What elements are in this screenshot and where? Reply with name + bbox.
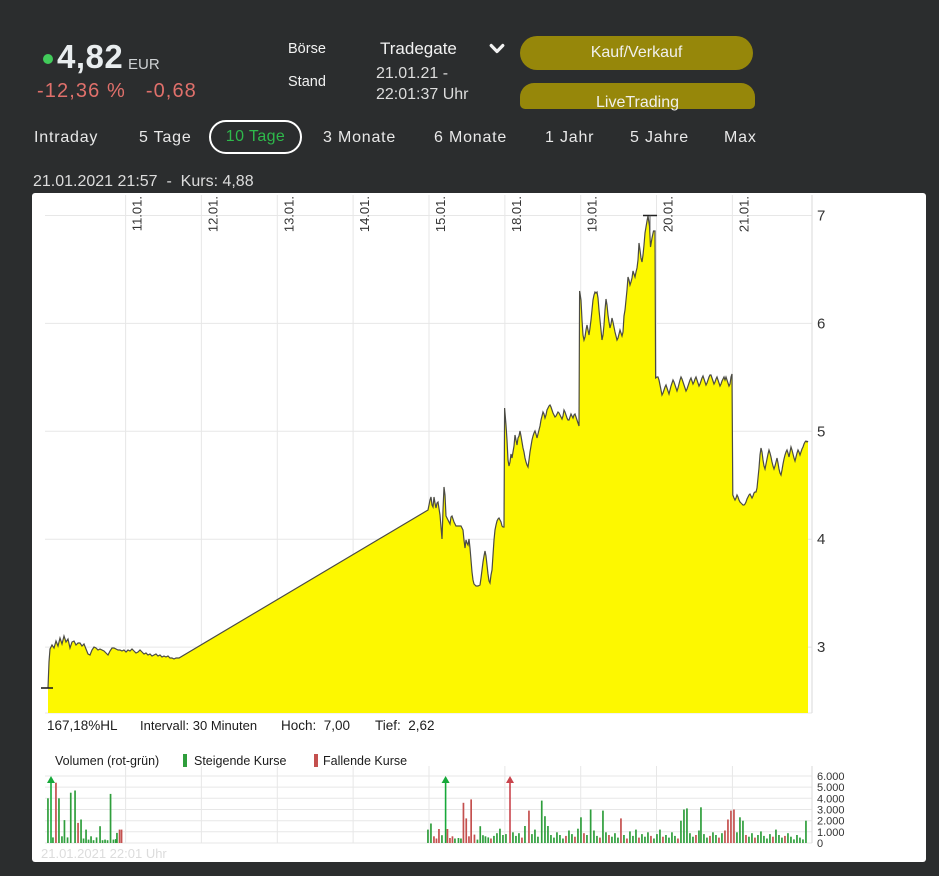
svg-text:3.000: 3.000 xyxy=(817,805,845,817)
svg-text:12.01.: 12.01. xyxy=(205,196,220,232)
svg-text:11.01.: 11.01. xyxy=(130,196,145,231)
svg-text:4: 4 xyxy=(817,531,825,548)
svg-text:6: 6 xyxy=(817,315,825,332)
svg-text:5.000: 5.000 xyxy=(817,782,845,794)
svg-text:19.01.: 19.01. xyxy=(585,196,600,232)
svg-text:4.000: 4.000 xyxy=(817,793,845,805)
svg-text:20.01.: 20.01. xyxy=(661,196,676,232)
svg-text:13.01.: 13.01. xyxy=(281,196,296,232)
svg-text:14.01.: 14.01. xyxy=(357,196,372,232)
svg-text:6.000: 6.000 xyxy=(817,771,845,783)
svg-text:7: 7 xyxy=(817,208,825,225)
svg-text:21.01.: 21.01. xyxy=(736,196,751,232)
svg-text:18.01.: 18.01. xyxy=(509,196,524,232)
svg-text:1.000: 1.000 xyxy=(817,827,845,839)
svg-text:2.000: 2.000 xyxy=(817,816,845,828)
svg-text:5: 5 xyxy=(817,423,825,440)
svg-text:15.01.: 15.01. xyxy=(433,196,448,232)
svg-text:0: 0 xyxy=(817,838,823,850)
svg-text:3: 3 xyxy=(817,639,825,656)
